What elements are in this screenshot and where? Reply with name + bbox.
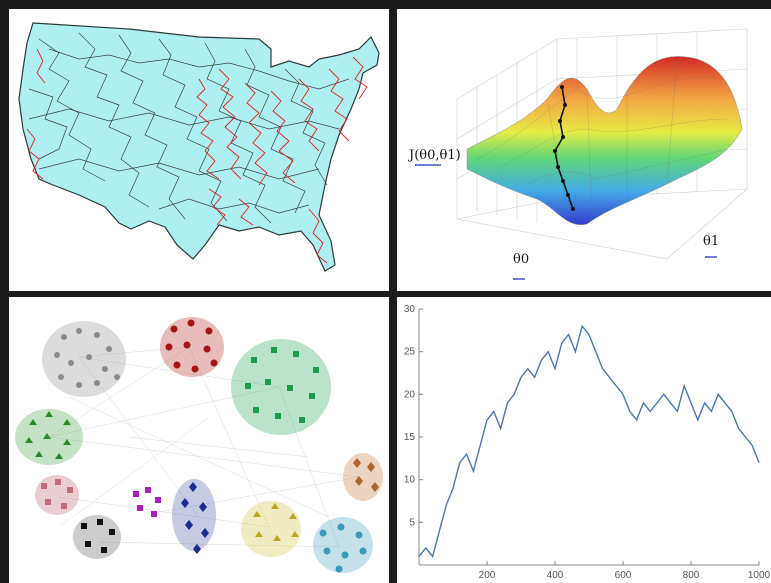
cluster-yellow <box>241 501 301 557</box>
network-graph-panel <box>9 297 389 583</box>
x-tick-label: 600 <box>615 570 632 581</box>
cluster-red <box>160 317 224 377</box>
network-graph <box>15 317 383 573</box>
cluster-gray <box>42 321 126 397</box>
us-map-image <box>18 22 380 272</box>
x-tick-label: 800 <box>683 570 700 581</box>
y-tick-label: 15 <box>404 432 416 443</box>
cluster-navy <box>172 479 216 554</box>
line-chart-panel: 5 10 15 20 25 30 200 400 600 800 1000 <box>397 297 771 583</box>
y-tick-label: 20 <box>404 389 416 400</box>
title-strip <box>0 0 771 9</box>
y-tick-label: 25 <box>404 347 416 358</box>
series-line <box>418 324 760 559</box>
y-tick-label: 5 <box>409 517 415 528</box>
cluster-green-large <box>231 339 331 435</box>
x-axis-label: θ0 <box>513 252 529 267</box>
x-tick-label: 200 <box>479 570 496 581</box>
y-tick-label: 10 <box>404 475 416 486</box>
cluster-magenta <box>133 487 161 517</box>
cluster-black <box>73 515 121 559</box>
cluster-pink <box>35 475 79 515</box>
line-chart: 5 10 15 20 25 30 200 400 600 800 1000 <box>404 304 771 581</box>
cost-surface-panel: J(θ0,θ1) θ0 θ1 <box>397 9 771 291</box>
x-tick-label: 400 <box>547 570 564 581</box>
y-axis-label: θ1 <box>703 234 719 249</box>
us-map-panel <box>9 9 389 291</box>
chart-axes: 5 10 15 20 25 30 200 400 600 800 1000 <box>404 304 771 581</box>
y-tick-label: 30 <box>404 304 416 315</box>
z-axis-label: J(θ0,θ1) <box>407 148 461 163</box>
x-tick-label: 1000 <box>748 570 771 581</box>
cluster-cyan <box>313 517 373 573</box>
cluster-green-small <box>15 409 83 465</box>
cluster-orange <box>343 453 383 501</box>
cost-surface-plot: J(θ0,θ1) θ0 θ1 <box>407 28 748 280</box>
